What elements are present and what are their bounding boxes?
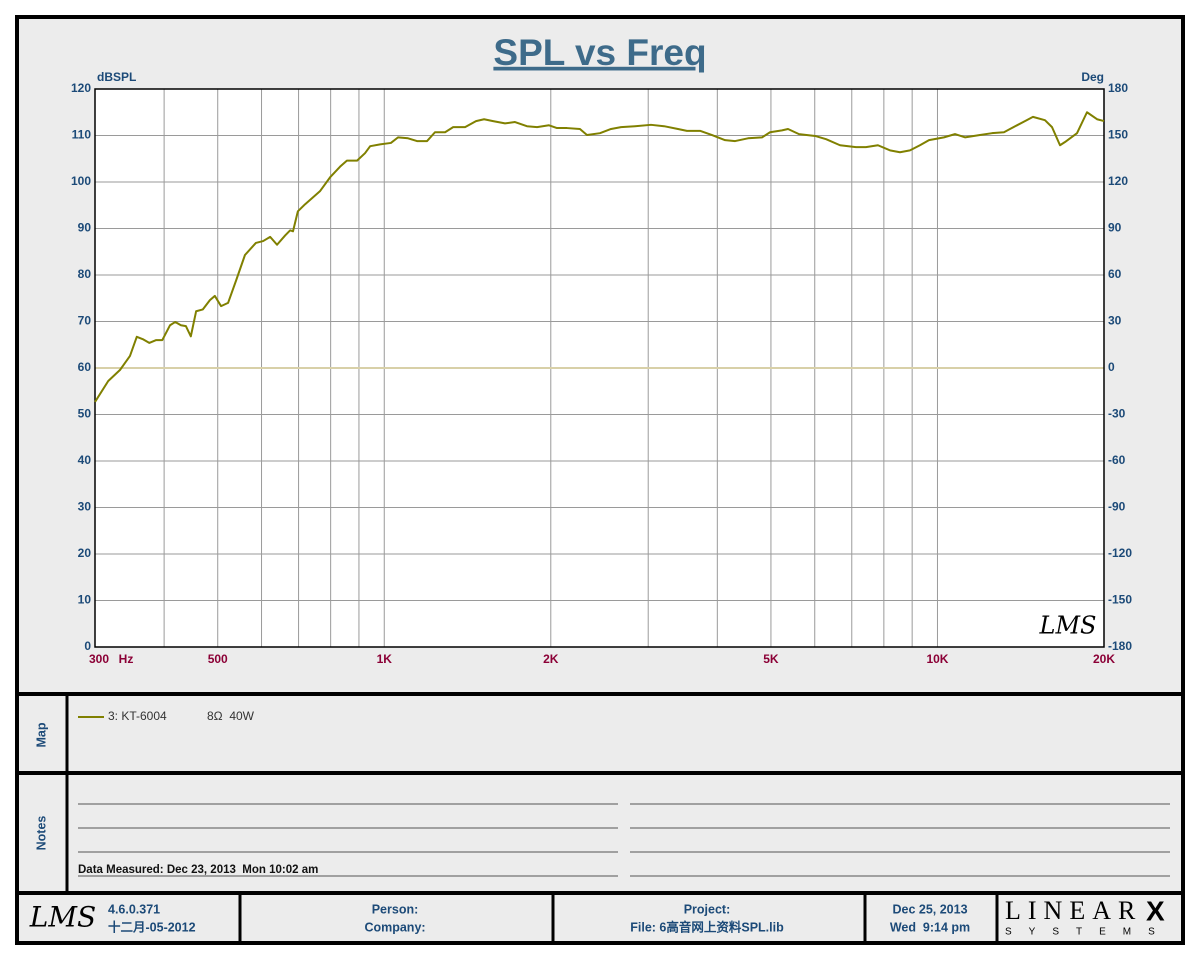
build-date: 十二月-05-2012 bbox=[108, 919, 196, 934]
brand: LINEAR bbox=[1005, 896, 1142, 925]
y2-tick-label: 180 bbox=[1108, 81, 1128, 95]
y-tick-label: 40 bbox=[78, 453, 92, 467]
x-tick-label: 1K bbox=[377, 652, 393, 666]
y-tick-label: 100 bbox=[71, 174, 91, 188]
x-unit: Hz bbox=[119, 652, 134, 666]
date: Dec 25, 2013 bbox=[892, 902, 967, 916]
y2-tick-label: -120 bbox=[1108, 546, 1132, 560]
section-label: Notes bbox=[34, 816, 48, 851]
y-axis-label: dBSPL bbox=[97, 70, 136, 84]
file: File: 6高音网上资料SPL.lib bbox=[630, 919, 784, 934]
x-tick-label: 500 bbox=[208, 652, 228, 666]
y-tick-label: 120 bbox=[71, 81, 91, 95]
company: Company: bbox=[364, 920, 425, 934]
y-tick-label: 0 bbox=[84, 639, 91, 653]
measured-date: Data Measured: Dec 23, 2013 Mon 10:02 am bbox=[78, 864, 318, 876]
y-tick-label: 80 bbox=[78, 267, 92, 281]
x-tick-label: 5K bbox=[763, 652, 779, 666]
y2-axis-label: Deg bbox=[1081, 70, 1104, 84]
y-tick-label: 60 bbox=[78, 360, 92, 374]
brand-x: X bbox=[1146, 895, 1165, 926]
y-tick-label: 50 bbox=[78, 407, 92, 421]
y2-tick-label: -30 bbox=[1108, 407, 1126, 421]
person: Person: bbox=[372, 902, 419, 916]
note-lines bbox=[78, 803, 1170, 877]
y2-tick-label: -90 bbox=[1108, 500, 1126, 514]
y2-tick-label: 90 bbox=[1108, 221, 1122, 235]
watermark: LMS bbox=[1039, 612, 1097, 640]
version: 4.6.0.371 bbox=[108, 902, 160, 916]
x-tick-label: 300 bbox=[89, 652, 109, 666]
y-tick-label: 30 bbox=[78, 500, 92, 514]
y2-tick-label: 150 bbox=[1108, 128, 1128, 142]
x-tick-label: 2K bbox=[543, 652, 559, 666]
y2-tick-label: 30 bbox=[1108, 314, 1122, 328]
plot-border bbox=[94, 88, 1105, 648]
legend-label: 3: KT-6004 bbox=[108, 709, 167, 723]
y-tick-label: 10 bbox=[78, 593, 92, 607]
y2-tick-label: -150 bbox=[1108, 593, 1132, 607]
y2-tick-label: -180 bbox=[1108, 639, 1132, 653]
section-label: Map bbox=[34, 722, 48, 747]
y-tick-label: 110 bbox=[72, 128, 92, 142]
x-tick-label: 10K bbox=[926, 652, 948, 666]
y-tick-label: 20 bbox=[78, 546, 92, 560]
logo: LMS bbox=[29, 901, 96, 934]
y-tick-label: 70 bbox=[78, 314, 92, 328]
chart-title: SPL vs Freq bbox=[493, 32, 706, 73]
series-line bbox=[94, 111, 1105, 403]
y-tick-label: 90 bbox=[78, 221, 92, 235]
y2-tick-label: 120 bbox=[1108, 174, 1128, 188]
y2-tick-label: 60 bbox=[1108, 267, 1122, 281]
legend-spec: 8Ω 40W bbox=[207, 709, 255, 723]
time: Wed 9:14 pm bbox=[890, 920, 970, 934]
brand-sub: SYSTEMS bbox=[1005, 927, 1172, 938]
project: Project: bbox=[684, 902, 731, 916]
y2-tick-label: 0 bbox=[1108, 360, 1115, 374]
x-tick-label: 20K bbox=[1093, 652, 1115, 666]
y2-tick-label: -60 bbox=[1108, 453, 1126, 467]
